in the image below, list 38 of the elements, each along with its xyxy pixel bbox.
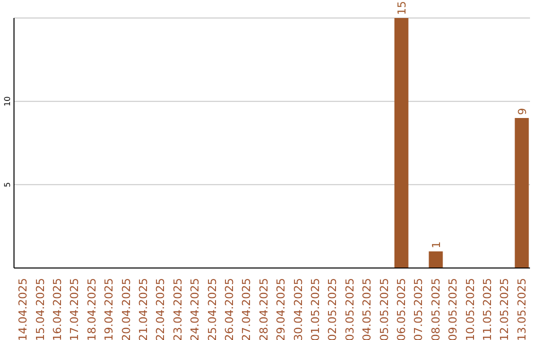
x-tick-label: 15.04.2025 (34, 278, 47, 340)
x-tick-label: 18.04.2025 (85, 278, 98, 340)
x-tick-label: 25.04.2025 (206, 278, 219, 340)
data-label: 15 (395, 1, 408, 15)
x-tick-label: 26.04.2025 (223, 278, 236, 340)
bar (394, 18, 408, 268)
data-label: 1 (430, 241, 443, 248)
x-tick-label: 02.05.2025 (326, 278, 340, 340)
x-tick-label: 27.04.2025 (240, 278, 254, 340)
x-tick-label: 06.05.2025 (395, 278, 408, 340)
y-tick-label: 10 (3, 96, 12, 106)
x-tick-label: 04.05.2025 (360, 278, 374, 340)
y-tick-label: 5 (3, 182, 12, 188)
data-label: 9 (516, 108, 529, 115)
x-tick-label: 17.04.2025 (68, 278, 82, 340)
x-tick-label: 29.04.2025 (274, 278, 288, 340)
x-tick-label: 30.04.2025 (292, 278, 305, 340)
x-tick-label: 05.05.2025 (378, 278, 391, 340)
x-tick-label: 11.05.2025 (481, 278, 494, 340)
x-tick-label: 20.04.2025 (120, 278, 133, 340)
x-tick-label: 16.04.2025 (51, 278, 64, 340)
bar (514, 118, 529, 268)
x-tick-label: 01.05.2025 (309, 278, 322, 340)
x-tick-label: 28.04.2025 (257, 278, 270, 340)
x-tick-label: 19.04.2025 (102, 278, 116, 340)
x-tick-label: 13.05.2025 (515, 278, 528, 340)
x-tick-label: 24.04.2025 (188, 278, 202, 340)
x-tick-label: 07.05.2025 (412, 278, 426, 340)
x-tick-label: 09.05.2025 (446, 278, 460, 340)
x-tick-label: 21.04.2025 (137, 278, 150, 340)
x-tick-label: 08.05.2025 (429, 278, 442, 340)
x-tick-label: 10.05.2025 (464, 278, 477, 340)
x-tick-label: 23.04.2025 (171, 278, 184, 340)
bar (428, 251, 443, 268)
x-tick-label: 03.05.2025 (343, 278, 356, 340)
x-tick-label: 22.04.2025 (154, 278, 168, 340)
x-tick-label: 14.04.2025 (16, 278, 30, 340)
x-tick-label: 12.05.2025 (498, 278, 512, 340)
